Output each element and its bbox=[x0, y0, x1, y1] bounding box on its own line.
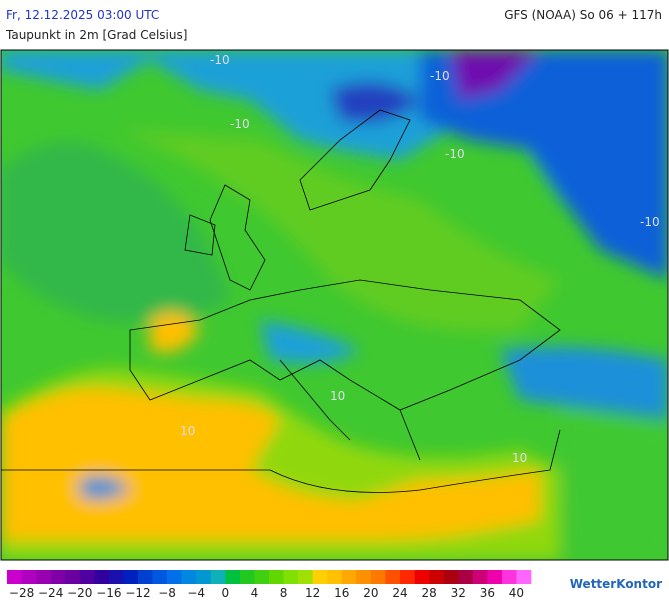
legend-swatch bbox=[312, 570, 328, 584]
legend-swatch bbox=[196, 570, 212, 584]
legend-tick-label: 12 bbox=[305, 586, 320, 600]
legend-swatch bbox=[400, 570, 415, 584]
legend-swatch bbox=[356, 570, 372, 584]
legend-swatch bbox=[487, 570, 503, 584]
contour-label: -10 bbox=[230, 117, 250, 131]
legend-tick-label: −20 bbox=[67, 586, 92, 600]
legend-swatch bbox=[239, 570, 255, 584]
contour-label: -10 bbox=[430, 69, 450, 83]
legend-tick-label: −16 bbox=[96, 586, 121, 600]
legend-swatch bbox=[254, 570, 270, 584]
parameter: Taupunkt in 2m [Grad Celsius] bbox=[5, 28, 187, 42]
legend-swatch bbox=[36, 570, 51, 584]
legend-swatch bbox=[298, 570, 313, 584]
valid-time: Fr, 12.12.2025 03:00 UTC bbox=[6, 8, 159, 22]
legend-swatch bbox=[79, 570, 95, 584]
legend-swatch bbox=[7, 570, 22, 584]
contour-label: -10 bbox=[445, 147, 465, 161]
legend-swatch bbox=[458, 570, 474, 584]
legend-swatch bbox=[327, 570, 343, 584]
legend-swatch bbox=[21, 570, 37, 584]
contour-label: -10 bbox=[640, 215, 660, 229]
contour-label: 10 bbox=[330, 389, 345, 403]
legend-swatch bbox=[138, 570, 153, 584]
contour-label: 10 bbox=[180, 424, 195, 438]
legend-tick-label: −12 bbox=[125, 586, 150, 600]
legend-swatch bbox=[283, 570, 299, 584]
contour-label: -10 bbox=[210, 53, 230, 67]
legend-swatch bbox=[108, 570, 124, 584]
legend-swatch bbox=[50, 570, 66, 584]
legend-tick-label: 32 bbox=[451, 586, 466, 600]
legend-tick-label: 16 bbox=[334, 586, 349, 600]
legend-tick-label: 0 bbox=[222, 586, 230, 600]
legend-tick-label: 24 bbox=[392, 586, 407, 600]
legend-swatch bbox=[501, 570, 517, 584]
legend-tick-label: −24 bbox=[38, 586, 63, 600]
map-frame bbox=[0, 49, 669, 561]
legend-swatch bbox=[269, 570, 284, 584]
legend-swatch bbox=[225, 570, 241, 584]
legend-tick-label: 8 bbox=[280, 586, 288, 600]
legend-tick-label: 36 bbox=[480, 586, 495, 600]
legend-tick-label: 40 bbox=[509, 586, 524, 600]
legend-swatch bbox=[152, 570, 168, 584]
legend-swatch bbox=[472, 570, 488, 584]
legend-swatch bbox=[414, 570, 430, 584]
legend-tick-label: 20 bbox=[363, 586, 378, 600]
model-run: GFS (NOAA) So 06 + 117h bbox=[504, 8, 662, 22]
legend-swatch bbox=[181, 570, 197, 584]
map-field bbox=[1, 50, 668, 560]
legend-swatch bbox=[429, 570, 444, 584]
legend-swatch bbox=[210, 570, 226, 584]
legend-tick-label: 28 bbox=[421, 586, 436, 600]
legend-tick-label: −4 bbox=[187, 586, 205, 600]
legend-tick-label: −8 bbox=[158, 586, 176, 600]
legend-swatch bbox=[370, 570, 386, 584]
legend-swatch bbox=[443, 570, 459, 584]
legend-swatch bbox=[65, 570, 81, 584]
legend-swatch bbox=[167, 570, 182, 584]
legend-swatch bbox=[123, 570, 139, 584]
legend-tick-label: 4 bbox=[251, 586, 259, 600]
contour-label: 10 bbox=[512, 451, 527, 465]
legend-tick-label: −28 bbox=[9, 586, 34, 600]
legend-swatch bbox=[341, 570, 357, 584]
legend-swatch bbox=[94, 570, 110, 584]
legend-swatch bbox=[385, 570, 401, 584]
brand: WetterKontor bbox=[570, 577, 662, 591]
legend-swatch bbox=[516, 570, 532, 584]
